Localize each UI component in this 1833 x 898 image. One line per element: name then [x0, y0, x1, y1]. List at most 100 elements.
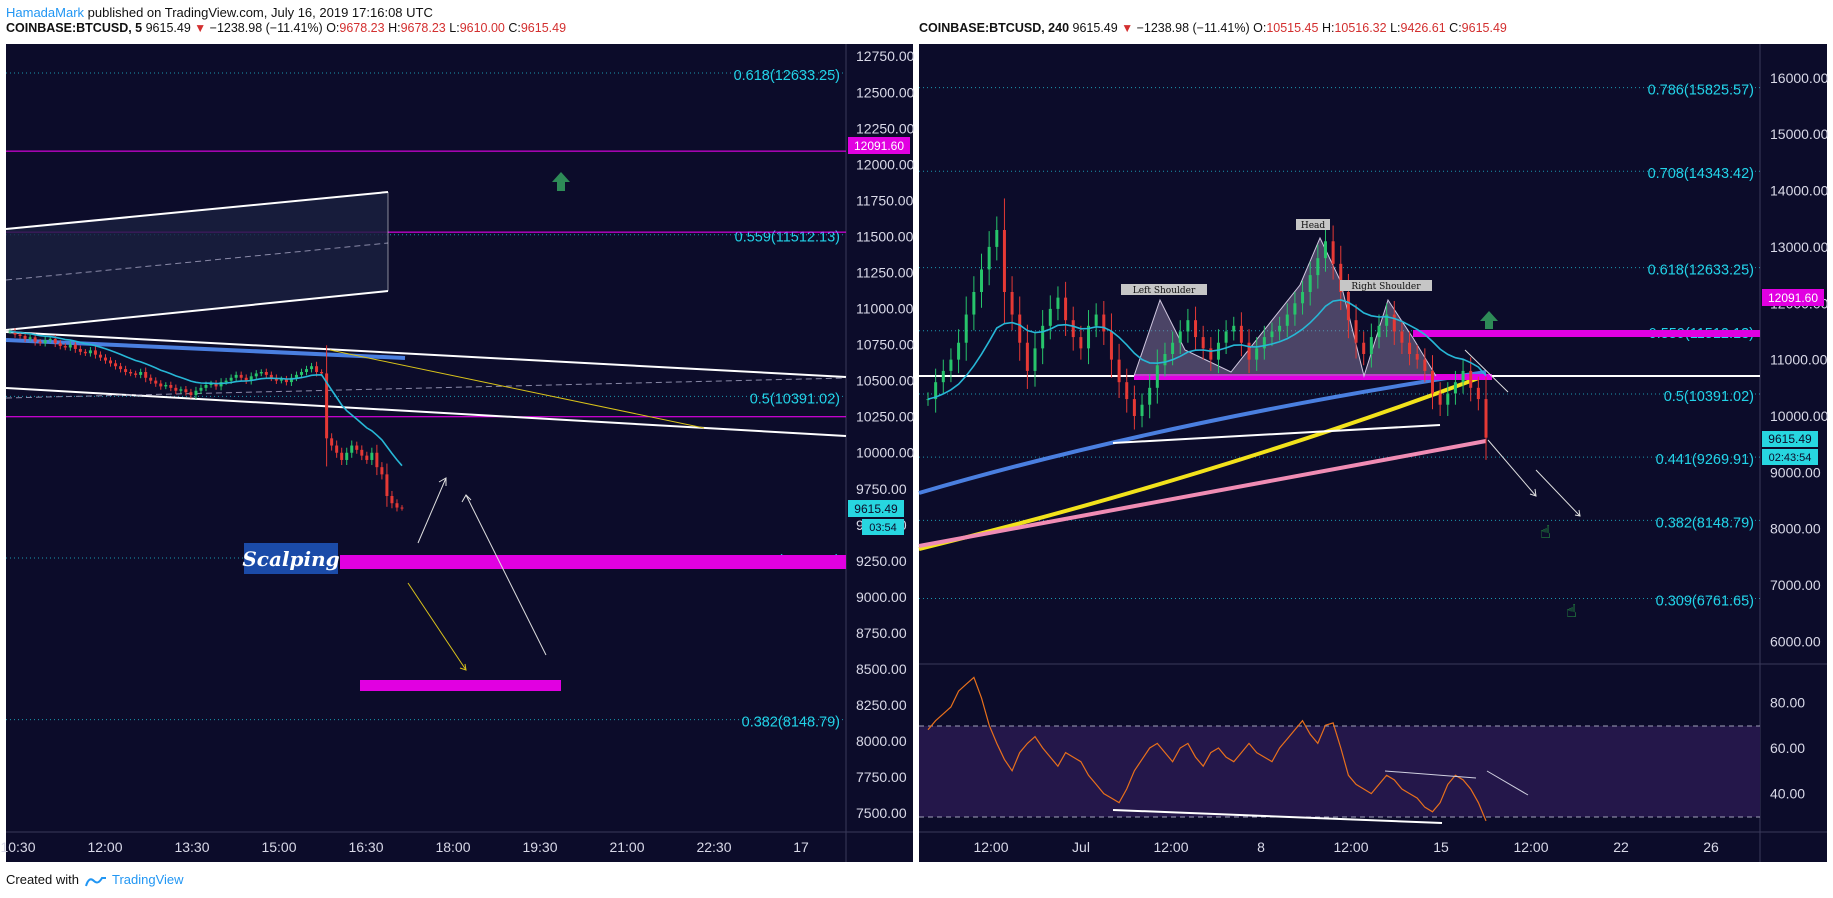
right-ma-pink: [918, 439, 1487, 548]
candle-body: [1087, 325, 1091, 349]
candle-body: [934, 382, 938, 400]
left-price-axis[interactable]: [846, 44, 913, 862]
rsi-divergence-line: [1384, 770, 1477, 779]
candle-body: [1392, 314, 1396, 332]
candle-body: [43, 340, 47, 344]
right-ma-yellow: [918, 374, 1485, 551]
candle-body: [294, 374, 298, 378]
scalping-label: Scalping: [242, 547, 339, 571]
candle-body: [995, 230, 999, 247]
right-resistance-zone[interactable]: [1413, 330, 1760, 337]
left-support-line[interactable]: [5, 387, 847, 437]
left-channel-top[interactable]: [5, 191, 389, 230]
left-target-zone[interactable]: [360, 680, 561, 691]
price-tick-label: 12500.00: [856, 84, 915, 100]
left-close: 9615.49: [520, 21, 567, 35]
candle-body: [194, 390, 198, 396]
right-plot-area[interactable]: [919, 44, 1760, 862]
fib-level-label: 0.618(12633.25): [734, 68, 840, 84]
head-shoulders-fill: [1134, 238, 1364, 376]
candle-body: [1484, 399, 1488, 438]
candle-body: [103, 357, 107, 361]
right-price-tag-text: 9615.49: [1768, 432, 1812, 446]
candle-body: [214, 383, 218, 387]
candle-body: [58, 343, 62, 347]
left-price-tag-text: 9615.49: [854, 502, 898, 516]
left-price: 9615.49: [145, 21, 191, 35]
right-time-ticks: 12:00 Jul 12:00 8 12:00 15 12:00 22 26: [973, 839, 1719, 855]
right-shoulder-label-bg: [1340, 280, 1432, 291]
tradingview-link[interactable]: TradingView: [112, 872, 184, 887]
candle-body: [1171, 342, 1175, 354]
pointer-hand-icon: ☝: [1540, 522, 1551, 543]
candle-body: [93, 350, 97, 355]
rsi-band: [919, 726, 1760, 817]
candle-body: [1461, 370, 1465, 383]
fib-level-label: 0.618(12633.25): [1648, 263, 1754, 279]
candle-body: [385, 474, 389, 497]
price-tick-label: 11500.00: [856, 228, 914, 244]
candle-body: [1216, 342, 1220, 360]
time-tick-label: 12:00: [1333, 839, 1368, 855]
candle-body: [1270, 331, 1274, 338]
candle-body: [78, 348, 82, 352]
candle-body: [964, 314, 968, 343]
left-ema-line: [9, 330, 403, 467]
candle-body: [289, 377, 293, 383]
candle-body: [1209, 348, 1213, 360]
price-tick-label: 8000.00: [1770, 521, 1821, 537]
author-link[interactable]: HamadaMark: [6, 5, 85, 20]
candle-body: [33, 337, 37, 342]
candle-body: [949, 359, 953, 371]
candle-body: [350, 445, 354, 453]
right-neck-zone[interactable]: [1134, 374, 1492, 380]
fib-level-label: 0.309(6761.65): [1656, 594, 1754, 610]
candle-body: [1132, 399, 1136, 416]
candle-body: [239, 374, 243, 378]
right-trendline[interactable]: [1112, 424, 1441, 444]
h-label: H:: [388, 21, 401, 35]
price-tick-label: 12750.00: [856, 48, 915, 64]
price-tick-label: 12000.00: [856, 156, 915, 172]
left-resistance-line[interactable]: [5, 331, 847, 378]
o-label: O:: [326, 21, 340, 35]
left-change: −1238.98 (−11.41%): [209, 21, 323, 35]
candle-body: [189, 392, 193, 396]
candle-body: [980, 269, 984, 292]
left-high: 9678.23: [400, 21, 446, 35]
left-plot-area[interactable]: [6, 44, 846, 862]
candle-body: [1408, 342, 1412, 354]
candle-body: [926, 399, 930, 401]
candle-body: [1377, 325, 1381, 338]
left-chart[interactable]: 0.618(12633.25) 0.559(11512.13) 0.5(10391.…: [0, 44, 915, 862]
candle-body: [1232, 325, 1236, 332]
left-support-zone[interactable]: [340, 555, 846, 569]
price-tick-label: 9000.00: [856, 589, 907, 605]
candle-body: [1369, 337, 1373, 354]
o-label: O:: [1253, 21, 1267, 35]
rsi-arrow: [1486, 770, 1529, 796]
candle-body: [13, 331, 17, 335]
price-tick-label: 8000.00: [856, 733, 907, 749]
candle-body: [325, 373, 329, 439]
candle-body: [987, 246, 991, 270]
candle-body: [279, 379, 283, 381]
left-shoulder-label-bg: [1121, 284, 1207, 295]
fib-level-label: 0.382(8148.79): [742, 715, 840, 731]
candle-body: [1018, 314, 1022, 343]
right-countdown-tag: [1762, 449, 1818, 465]
right-chart[interactable]: 0.786(15825.57) 0.708(14343.42) 0.618(1263…: [918, 44, 1829, 862]
price-tick-label: 9000.00: [1770, 464, 1821, 480]
footer: Created with TradingView: [6, 872, 184, 887]
candle-body: [345, 452, 349, 460]
candle-body: [1094, 314, 1098, 326]
head-label: Head: [1301, 221, 1326, 231]
candle-body: [144, 371, 148, 378]
candle-body: [1002, 230, 1006, 292]
left-yellow-trend: [329, 349, 705, 429]
candle-body: [124, 369, 128, 372]
candle-body: [1354, 320, 1358, 343]
right-price-tag: [1762, 431, 1818, 447]
left-channel-bottom[interactable]: [5, 290, 389, 331]
